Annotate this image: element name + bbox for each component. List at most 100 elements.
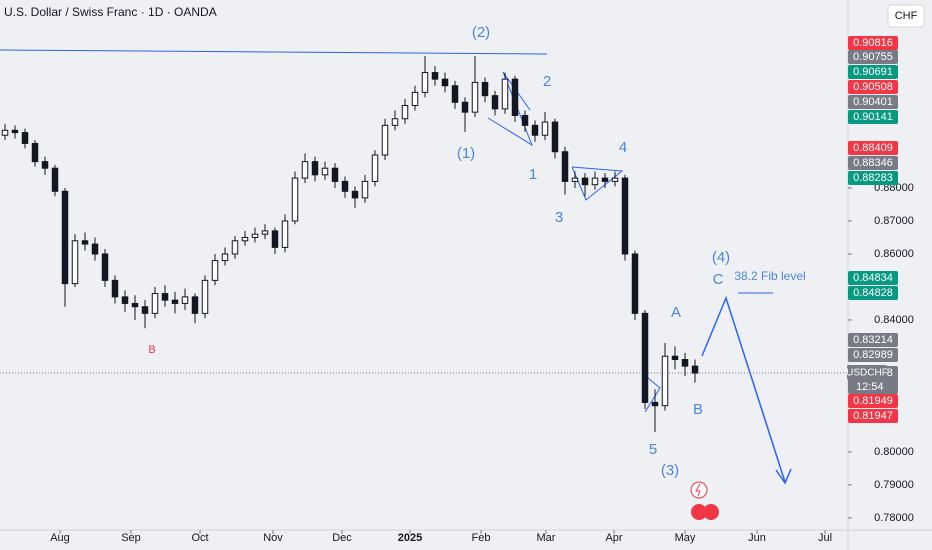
price-label: 0.88283 (853, 172, 893, 184)
candle-body (311, 161, 319, 176)
price-label-box (848, 333, 898, 347)
candle-body (151, 293, 159, 314)
price-label-box (848, 141, 898, 155)
candle-body (661, 355, 669, 407)
price-label: 0.90141 (853, 111, 893, 123)
candle-body (91, 243, 99, 255)
price-label: 0.84834 (853, 272, 893, 284)
price-label-box (848, 348, 898, 362)
candle-body (691, 365, 699, 374)
candle-body (71, 240, 79, 285)
price-label-box (848, 80, 898, 94)
price-label-box (848, 171, 898, 185)
currency-button[interactable] (887, 4, 925, 28)
price-label: 0.90755 (853, 51, 893, 63)
wave-label: B (693, 401, 703, 418)
y-tick-label: 0.87000 (874, 215, 914, 227)
price-label: 0.83214 (853, 334, 893, 346)
wave-label: 2 (543, 73, 551, 90)
price-label: 0.90401 (853, 96, 893, 108)
x-tick-label: Aug (50, 532, 70, 544)
candle-body (221, 253, 229, 262)
trend-line (0, 49, 548, 55)
symbol: USDCHF (846, 368, 888, 379)
price-label-box (848, 394, 898, 408)
candle-body (681, 359, 689, 367)
candle-body (391, 118, 399, 126)
x-tick-label: Jul (818, 532, 832, 544)
candle-body (171, 299, 179, 304)
candle-body (301, 161, 309, 179)
candle-body (101, 253, 109, 281)
x-tick-label: Dec (332, 532, 352, 544)
currency: CHF (895, 10, 918, 22)
candle-body (371, 154, 379, 182)
x-tick-label: Feb (472, 532, 491, 544)
x-tick-label: 2025 (398, 532, 422, 544)
event-icon[interactable] (690, 481, 708, 499)
x-tick-label: Oct (191, 532, 208, 544)
candle-body (141, 306, 149, 314)
price-label: 0.82989 (853, 349, 893, 361)
candle-body (671, 355, 679, 361)
candle-body (621, 177, 629, 255)
x-tick-label: Jun (748, 532, 766, 544)
flag-icon[interactable] (703, 504, 719, 520)
candle-body (451, 85, 459, 103)
candle-body (211, 260, 219, 281)
wave-label: 38.2 Fib level (734, 269, 805, 283)
candle-body (131, 302, 139, 308)
candle-body (331, 167, 339, 182)
arrow-head (775, 468, 792, 485)
candle-body (481, 81, 489, 97)
price-label-box (848, 36, 898, 50)
flag-icon[interactable] (691, 504, 707, 520)
candle-body (321, 167, 329, 176)
candle-body (31, 142, 39, 163)
price-label: 0.88409 (853, 142, 893, 154)
candle-body (201, 279, 209, 314)
y-tick-label: 0.78000 (874, 512, 914, 524)
forecast-path (701, 295, 786, 483)
candle-body (511, 78, 519, 116)
chart-title: U.S. Dollar / Swiss Franc · 1D · OANDA (4, 5, 217, 19)
candle-body (281, 220, 289, 248)
candle-body (401, 105, 409, 120)
candle-body (461, 101, 469, 113)
price-label: 0.81949 (853, 395, 893, 407)
candle-body (441, 78, 449, 87)
candle-body (251, 233, 259, 238)
price-label: 0.88346 (853, 157, 893, 169)
candle-body (651, 401, 659, 407)
price-label-box (848, 156, 898, 170)
candle-body (181, 296, 189, 304)
symbol-box (847, 365, 887, 380)
x-tick-label: Sep (121, 532, 141, 544)
candle-body (231, 240, 239, 255)
countdown: 12:54 (856, 381, 884, 393)
candle-body (431, 72, 439, 80)
candle-body (271, 230, 279, 248)
candle-body (471, 81, 479, 113)
wave-label: (3) (661, 462, 679, 479)
wave-label: 3 (555, 209, 563, 226)
candle-body (631, 253, 639, 314)
price-label-box (848, 271, 898, 285)
candle-body (61, 190, 69, 285)
candle-body (111, 279, 119, 298)
x-tick-label: Apr (605, 532, 622, 544)
wave-label: B (148, 344, 155, 356)
wave-label: (4) (712, 249, 730, 266)
candle-body (551, 121, 559, 153)
candle-body (561, 151, 569, 182)
candle-body (161, 293, 169, 301)
candle-body (21, 132, 29, 144)
candle-body (191, 296, 199, 314)
y-tick-label: 0.84000 (874, 314, 914, 326)
wave-label: 4 (619, 139, 627, 156)
candle-body (581, 177, 589, 186)
candle-body (351, 190, 359, 199)
y-tick-label: 0.86000 (874, 248, 914, 260)
price-label: 0.90508 (853, 81, 893, 93)
